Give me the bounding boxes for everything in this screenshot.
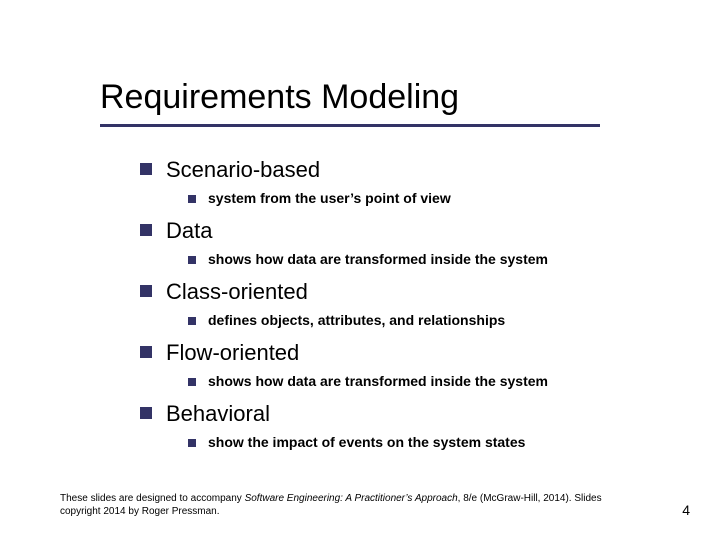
footer-text: These slides are designed to accompany S… — [60, 493, 620, 518]
list-subitem-label: show the impact of events on the system … — [208, 434, 525, 452]
list-subitem: defines objects, attributes, and relatio… — [188, 312, 680, 330]
list-item-label: Class-oriented — [166, 278, 308, 306]
list-item: Scenario-based — [140, 156, 680, 184]
square-bullet-icon — [188, 439, 196, 447]
list-item-label: Flow-oriented — [166, 339, 299, 367]
list-item: Behavioral — [140, 400, 680, 428]
list-subitem: show the impact of events on the system … — [188, 434, 680, 452]
list-item: Class-oriented — [140, 278, 680, 306]
square-bullet-icon — [140, 163, 152, 175]
slide: Requirements Modeling Scenario-based sys… — [0, 0, 720, 540]
list-item: Data — [140, 217, 680, 245]
page-number: 4 — [682, 502, 690, 518]
slide-content: Scenario-based system from the user’s po… — [140, 150, 680, 453]
list-item-label: Scenario-based — [166, 156, 320, 184]
list-subitem: shows how data are transformed inside th… — [188, 373, 680, 391]
list-subitem: shows how data are transformed inside th… — [188, 251, 680, 269]
square-bullet-icon — [140, 285, 152, 297]
square-bullet-icon — [140, 346, 152, 358]
footer-prefix: These slides are designed to accompany — [60, 493, 245, 504]
list-subitem: system from the user’s point of view — [188, 190, 680, 208]
square-bullet-icon — [140, 407, 152, 419]
list-subitem-label: shows how data are transformed inside th… — [208, 373, 548, 391]
square-bullet-icon — [188, 195, 196, 203]
square-bullet-icon — [188, 317, 196, 325]
footer-italic: Software Engineering: A Practitioner’s A… — [245, 493, 458, 504]
list-subitem-label: defines objects, attributes, and relatio… — [208, 312, 505, 330]
square-bullet-icon — [188, 378, 196, 386]
square-bullet-icon — [188, 256, 196, 264]
list-subitem-label: shows how data are transformed inside th… — [208, 251, 548, 269]
slide-title: Requirements Modeling — [100, 78, 459, 117]
list-subitem-label: system from the user’s point of view — [208, 190, 451, 208]
square-bullet-icon — [140, 224, 152, 236]
list-item-label: Data — [166, 217, 212, 245]
title-underline — [100, 124, 600, 127]
list-item-label: Behavioral — [166, 400, 270, 428]
list-item: Flow-oriented — [140, 339, 680, 367]
